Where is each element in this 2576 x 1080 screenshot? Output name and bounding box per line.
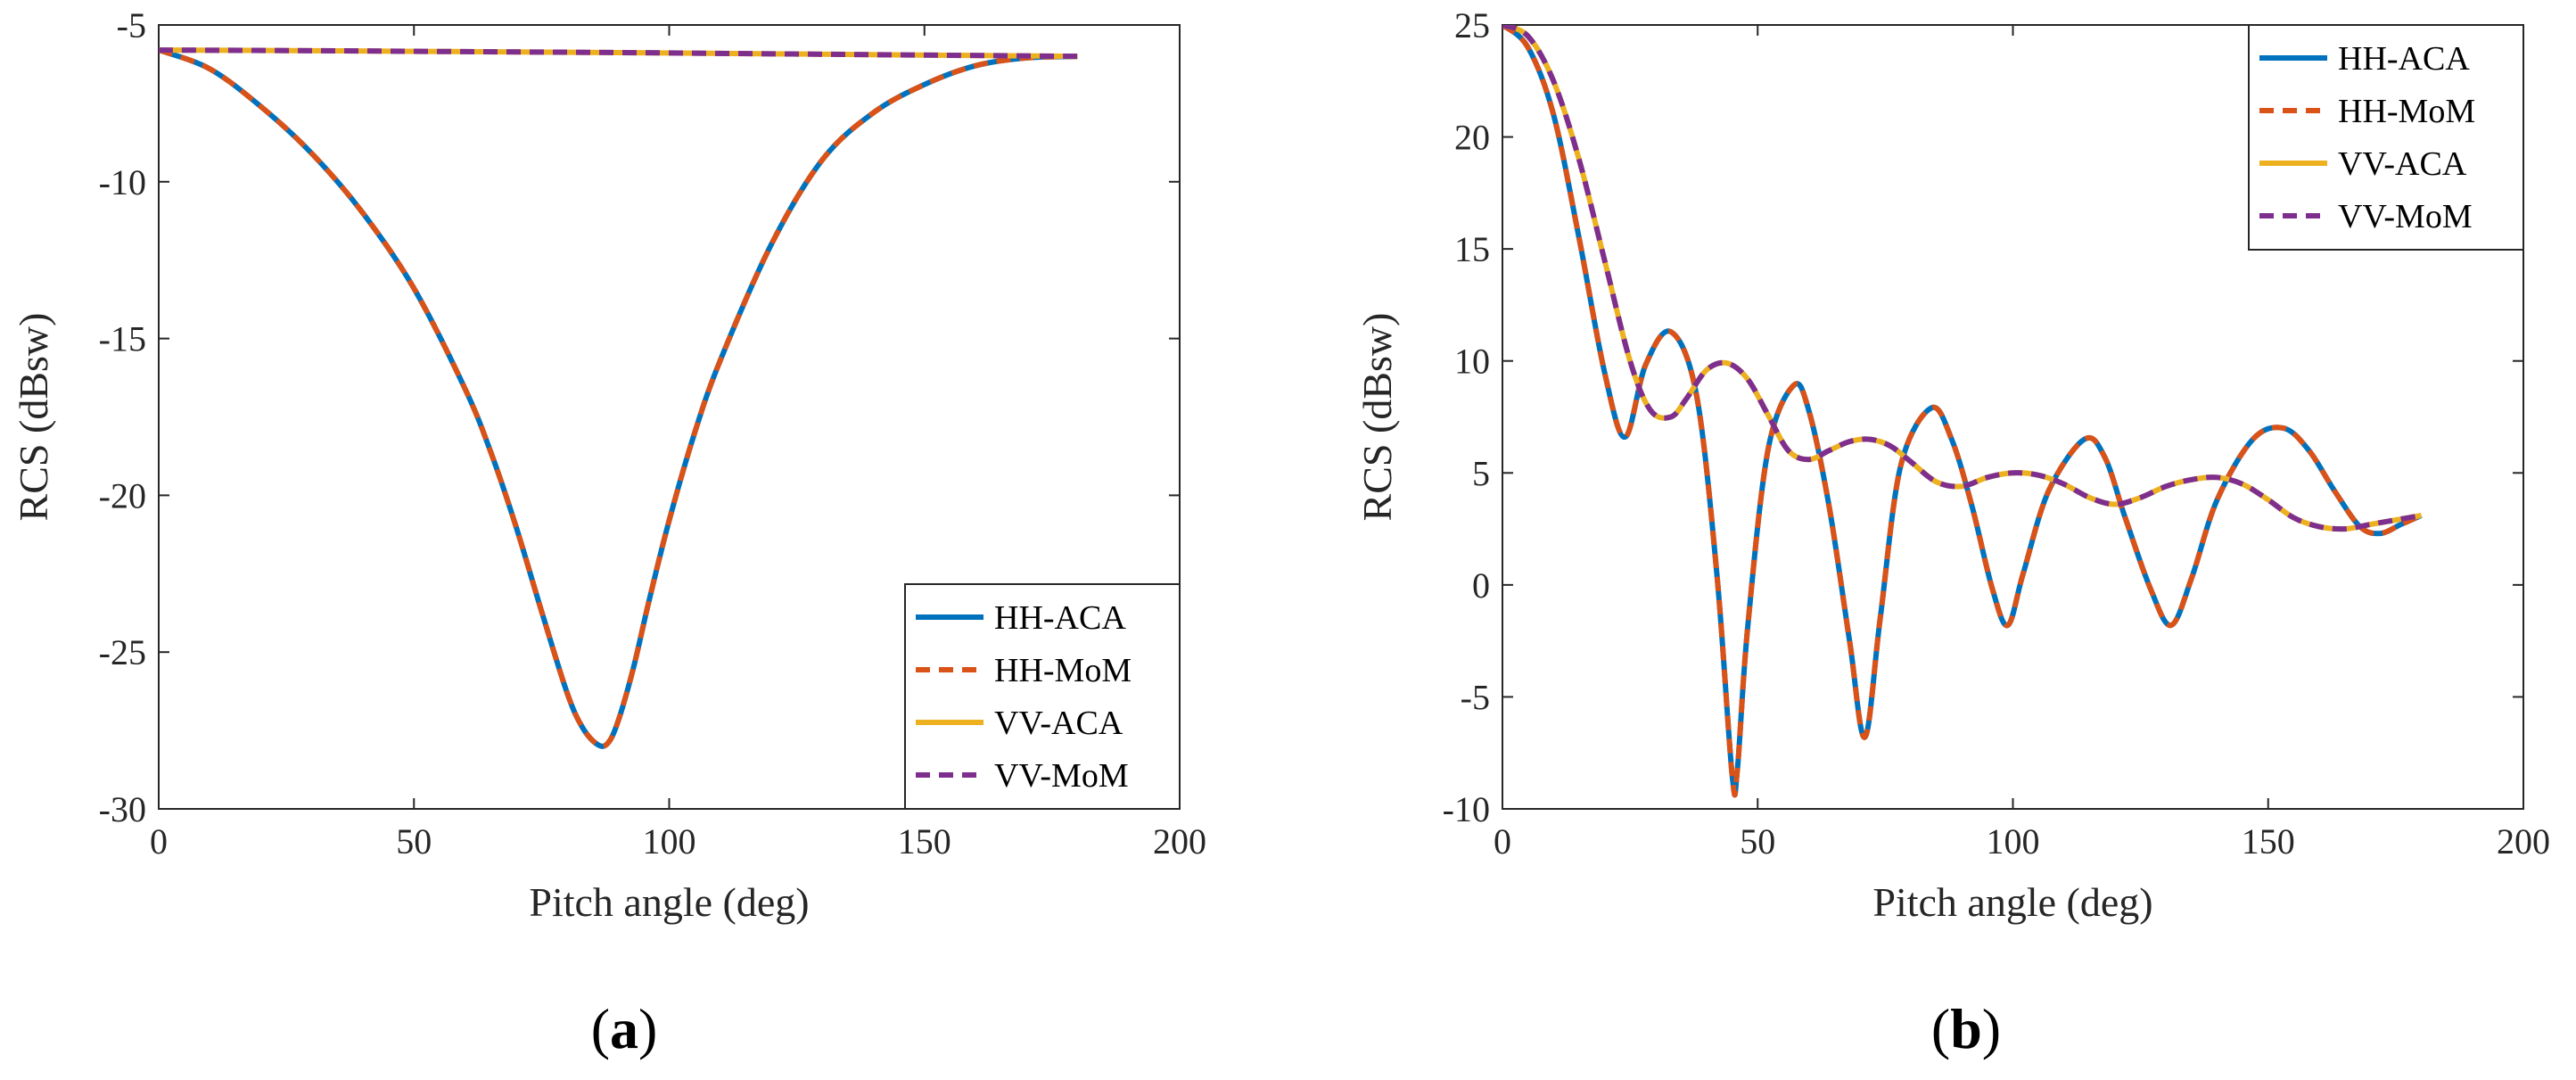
- panel-label-close: ): [638, 997, 657, 1060]
- x-tick-label: 150: [898, 821, 951, 862]
- y-tick-label: -30: [99, 789, 146, 829]
- legend-label: HH-MoM: [994, 652, 1132, 689]
- y-tick-label: 5: [1472, 453, 1490, 493]
- chart-panel-a: 0 50 100 150 200 -30 -25 -20 -15 -10 -5 Pitch angle…: [11, 5, 1206, 1060]
- legend-label: HH-ACA: [994, 599, 1126, 637]
- chart-panel-b: 0 50 100 150 200 -10 -5 0 5 10 15 20 25 Pitch angle (…: [1354, 5, 2550, 1060]
- panel-label-open: (: [591, 997, 610, 1060]
- panel-label: (a): [591, 997, 658, 1060]
- y-tick-label: -5: [117, 5, 146, 45]
- x-tick-label: 100: [643, 821, 696, 862]
- legend-label: VV-ACA: [2338, 145, 2467, 183]
- legend-box: [904, 583, 1181, 810]
- x-tick-label: 150: [2242, 821, 2295, 862]
- legend-box: [2248, 24, 2524, 251]
- legend-label: VV-MoM: [994, 757, 1129, 795]
- series-line-hh-mom: [159, 47, 1078, 749]
- panel-label-letter: b: [1950, 997, 1982, 1060]
- legend-label: HH-ACA: [2338, 40, 2470, 78]
- y-tick-label: -10: [1443, 789, 1490, 829]
- x-tick-label: 0: [150, 821, 168, 862]
- y-tick-label: 0: [1472, 565, 1490, 606]
- x-tick-label: 50: [1740, 821, 1775, 862]
- y-tick-label: -10: [99, 162, 146, 202]
- panel-label-close: ): [1982, 997, 2001, 1060]
- y-tick-label: 25: [1454, 5, 1490, 45]
- series-line-hh-mom: [1502, 25, 2423, 798]
- y-tick-label: -25: [99, 632, 146, 672]
- x-axis-label: Pitch angle (deg): [1872, 879, 2152, 925]
- legend: HH-ACA HH-MoM VV-ACA VV-MoM: [904, 583, 1181, 810]
- x-tick-label: 0: [1494, 821, 1511, 862]
- panel-label-open: (: [1931, 997, 1950, 1060]
- series-lines: [159, 47, 1078, 749]
- y-tick-label: -15: [99, 319, 146, 359]
- x-axis-label: Pitch angle (deg): [529, 879, 809, 925]
- x-tick-label: 100: [1987, 821, 2040, 862]
- panel-label: (b): [1931, 997, 2001, 1060]
- y-axis-label: RCS (dBsw): [1354, 313, 1400, 522]
- y-axis-label: RCS (dBsw): [11, 313, 56, 522]
- series-line-vv-mom: [1502, 25, 2423, 532]
- x-tick-label: 50: [396, 821, 432, 862]
- series-line-vv-mom: [159, 47, 1078, 60]
- series-lines: [1502, 25, 2423, 798]
- legend-label: VV-MoM: [2338, 198, 2473, 235]
- y-tick-label: 20: [1454, 118, 1490, 158]
- legend: HH-ACA HH-MoM VV-ACA VV-MoM: [2248, 24, 2524, 251]
- y-tick-label: 10: [1454, 342, 1490, 382]
- legend-label: HH-MoM: [2338, 93, 2475, 130]
- legend-label: VV-ACA: [994, 705, 1123, 742]
- y-tick-label: 15: [1454, 229, 1490, 269]
- x-tick-label: 200: [1153, 821, 1206, 862]
- x-tick-label: 200: [2497, 821, 2550, 862]
- y-tick-label: -20: [99, 475, 146, 515]
- y-tick-label: -5: [1461, 677, 1490, 717]
- panel-label-letter: a: [610, 997, 638, 1060]
